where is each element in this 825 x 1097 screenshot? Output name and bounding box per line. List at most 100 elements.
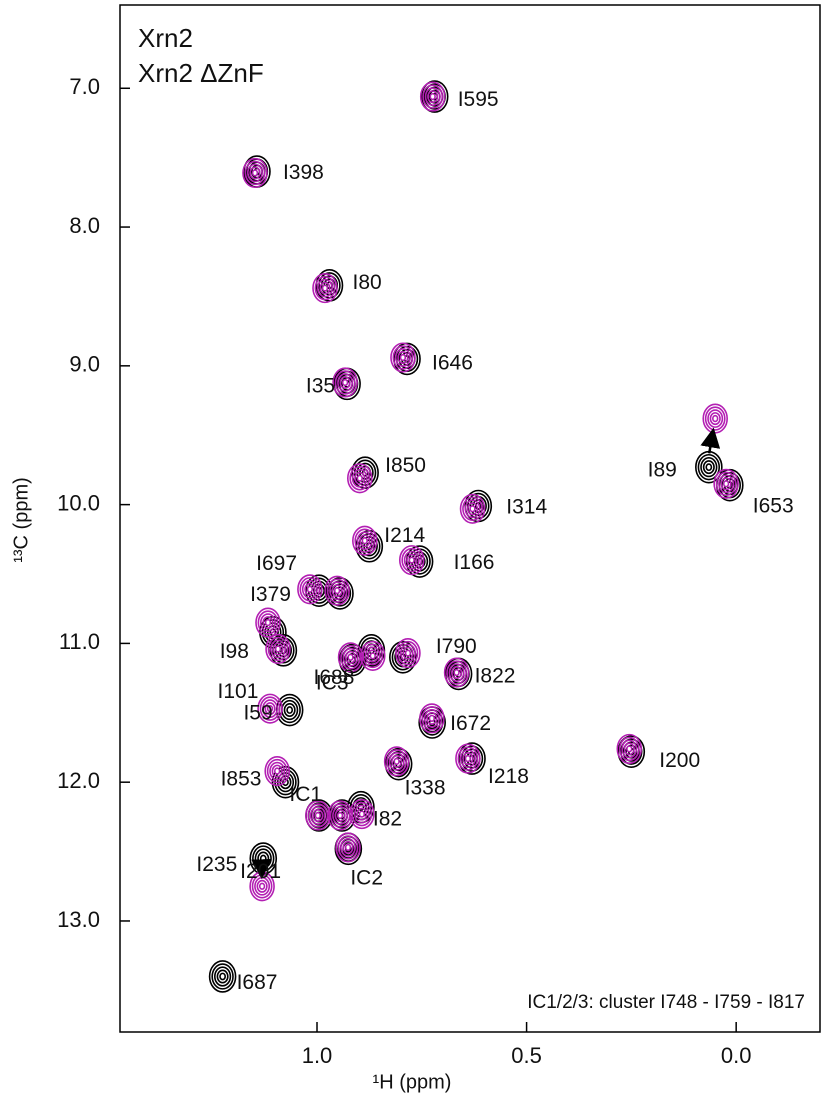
contour [399,353,407,362]
contour [262,616,274,630]
contour [397,640,419,666]
contour [443,657,470,688]
contour [705,463,713,472]
peak [383,746,410,777]
contour [423,708,440,728]
peak [419,703,445,734]
peak [264,756,290,787]
contour [702,460,715,475]
contour [340,838,356,857]
contour [455,743,481,774]
contour [301,579,318,599]
contour [314,275,336,301]
contour [712,414,719,423]
contour [257,610,279,635]
peak [249,871,275,902]
peak-label: I790 [436,635,477,658]
peak [616,733,643,764]
contour [271,764,283,778]
contour [333,586,346,601]
contour [269,761,286,781]
contour [264,618,272,627]
contour [419,81,446,112]
y-tick-label: 8.0 [69,213,100,238]
contour [258,882,266,890]
contour [344,650,357,664]
contour [469,505,476,513]
x-tick-label: 0.5 [511,1043,542,1068]
contour [256,879,268,893]
contour [249,166,261,180]
contour [390,342,416,373]
peak [265,633,291,665]
contour [265,633,291,665]
contour [623,742,635,756]
contour [307,803,329,828]
contour [349,799,375,830]
x-tick-label: 0.0 [721,1043,752,1068]
peak-label: I653 [753,495,794,518]
contour [332,806,349,825]
peak [390,342,416,373]
contour [393,757,400,766]
peak-label: I646 [432,351,473,374]
contour [326,578,348,603]
contour [422,84,444,109]
contour [420,80,449,113]
y-tick-label: 10.0 [57,490,100,515]
contour [283,703,296,718]
peak [242,157,268,188]
legend-entry: Xrn2 ΔZnF [138,58,264,88]
contour [331,584,343,598]
contour [266,704,274,713]
contour [404,649,412,657]
contour [709,412,721,426]
contour [369,652,376,660]
peak [419,81,446,112]
contour [448,663,465,682]
contour [274,645,282,653]
peak-label: IC2 [350,866,383,889]
contour [340,645,361,670]
peak-label: I82 [373,808,402,831]
contour [451,666,463,680]
contour [351,801,373,827]
contour [392,345,414,370]
contour [389,640,417,674]
contour [460,745,484,772]
contour [259,613,276,632]
peak-label: I687 [237,971,278,994]
contour [219,972,226,981]
contour [353,804,370,824]
contour [457,746,479,771]
contour [386,749,408,774]
peak [459,493,486,524]
contour [336,811,344,820]
peak-label: I101 [218,680,259,703]
contour [720,477,732,491]
peak [443,657,470,688]
contour [361,537,368,545]
contour [397,351,409,365]
y-tick-label: 7.0 [69,74,100,99]
contour [462,496,483,521]
contour [211,963,234,990]
contour [337,642,364,673]
contour [324,575,350,606]
contour [464,499,481,519]
contour [337,835,359,860]
contour [242,157,268,188]
contour [286,706,294,714]
peak [312,273,338,304]
contour [244,160,266,186]
contour [391,644,415,671]
peak-label: I822 [475,664,516,687]
contour [419,703,445,734]
contour [312,273,338,304]
peak-label: I89 [648,459,677,482]
peak [352,525,378,556]
peak [702,403,728,434]
peak-label: I398 [283,161,324,184]
peak [208,960,237,993]
y-axis-label: ¹³C (ppm) [10,477,32,563]
